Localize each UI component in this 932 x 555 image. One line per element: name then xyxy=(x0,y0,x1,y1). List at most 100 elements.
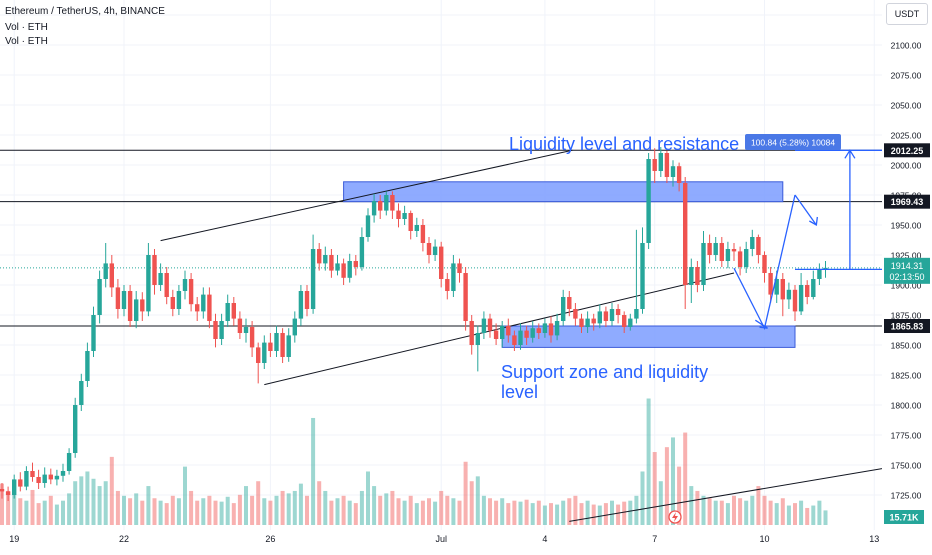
candle-body xyxy=(646,159,651,243)
candle-body xyxy=(134,299,139,321)
candle-body xyxy=(262,342,267,363)
candle-body xyxy=(408,213,413,231)
candle-body xyxy=(634,309,639,319)
candle-body xyxy=(719,243,724,261)
time-axis[interactable]: 192226Jul47101317202427 xyxy=(0,530,932,550)
zones[interactable] xyxy=(343,181,796,348)
volume-trendline[interactable] xyxy=(569,468,883,522)
volume-bar xyxy=(97,486,102,525)
volume-bar xyxy=(396,498,401,525)
candle-body xyxy=(97,279,102,315)
volume-bar xyxy=(280,490,285,525)
volume-bar xyxy=(79,476,84,525)
level-tag-high-bg xyxy=(884,143,930,158)
price-tick: 1850.00 xyxy=(891,341,922,351)
volume-bar xyxy=(823,510,828,525)
candle-body xyxy=(585,318,590,327)
volume-bar xyxy=(353,503,358,525)
volume-bar xyxy=(402,500,407,525)
volume-bar xyxy=(603,503,608,525)
volume-bar xyxy=(774,503,779,525)
volume-bar xyxy=(12,494,17,525)
volume-bar xyxy=(652,452,657,525)
candle-body xyxy=(152,255,157,285)
volume-bar xyxy=(573,495,578,525)
annotations[interactable]: Liquidity level and resistance Support zo… xyxy=(501,134,917,524)
channel-upper-line[interactable] xyxy=(160,149,573,242)
volume-bar xyxy=(183,466,187,525)
candle-body xyxy=(24,471,29,487)
symbol-title: Ethereum / TetherUS, 4h, BINANCE xyxy=(5,6,165,17)
level-tag-mid-bg xyxy=(884,194,930,209)
candle-body xyxy=(390,195,395,211)
candle-body xyxy=(237,318,243,333)
volume-bar xyxy=(201,498,206,525)
channel-lower-line[interactable] xyxy=(264,272,735,386)
price-tick: 1750.00 xyxy=(891,461,922,471)
candle-body xyxy=(384,195,389,211)
candle-body xyxy=(54,475,60,480)
candle-body xyxy=(475,333,480,345)
candle-body xyxy=(85,351,90,381)
volume-bar xyxy=(799,500,804,525)
volume-bar xyxy=(292,490,297,525)
candle-body xyxy=(500,325,505,339)
volume-bar xyxy=(549,503,553,525)
volume-bar xyxy=(67,493,72,525)
candle-body xyxy=(225,303,230,321)
volume-bar xyxy=(170,495,175,525)
measure-label: 100.84 (5.28%) 10084 xyxy=(751,138,835,148)
volume-bar xyxy=(152,498,157,525)
volume-bar xyxy=(250,495,255,525)
candle-body xyxy=(158,273,163,285)
trendlines[interactable] xyxy=(160,149,883,522)
candle-body xyxy=(603,311,609,321)
candle-body xyxy=(304,291,310,309)
candle-body xyxy=(115,287,121,309)
price-axis[interactable]: 1725.00 1750.00 1775.00 1800.00 1825.00 1850.… xyxy=(882,0,932,550)
candle-body xyxy=(231,303,236,319)
candle-body xyxy=(188,279,194,305)
volume-bar xyxy=(256,481,261,525)
candle-body xyxy=(591,318,596,324)
candle-body xyxy=(573,309,578,319)
candle-body xyxy=(640,243,645,309)
volume-bar xyxy=(189,490,194,525)
volume-bar xyxy=(524,499,529,525)
resistance-zone[interactable] xyxy=(343,181,784,203)
candle-body xyxy=(469,321,474,345)
candle-body xyxy=(689,267,694,285)
volume-bar xyxy=(677,466,682,525)
candle-body xyxy=(359,237,365,267)
volume-bar xyxy=(420,500,425,525)
volume-bar xyxy=(317,481,322,525)
grid xyxy=(0,0,882,530)
volume-indicator-label-2[interactable]: Vol · ETH xyxy=(5,36,48,47)
volume-bar xyxy=(207,495,212,525)
candle-body xyxy=(182,279,188,291)
volume-bar xyxy=(780,498,785,525)
volume-bar xyxy=(561,500,566,525)
currency-button[interactable]: USDT xyxy=(886,3,928,25)
volume-bar xyxy=(481,495,486,525)
volume-bar xyxy=(347,500,352,525)
candle-body xyxy=(66,453,72,471)
price-tick: 1925.00 xyxy=(891,251,922,261)
candle-body xyxy=(713,243,718,255)
candle-body xyxy=(676,166,682,183)
volume-bar xyxy=(390,490,395,525)
volume-bar xyxy=(664,447,669,525)
volume-bar xyxy=(128,498,133,525)
measure-label-bg xyxy=(745,134,841,150)
candle-body xyxy=(60,471,66,476)
candle-body xyxy=(432,246,438,255)
volume-tag-bg xyxy=(884,510,924,524)
candle-body xyxy=(195,304,200,312)
volume-bar xyxy=(176,498,181,525)
candle-body xyxy=(213,321,218,339)
volume-indicator-label[interactable]: Vol · ETH xyxy=(5,22,48,33)
volume-bar xyxy=(439,490,444,525)
candle-body xyxy=(664,153,670,177)
